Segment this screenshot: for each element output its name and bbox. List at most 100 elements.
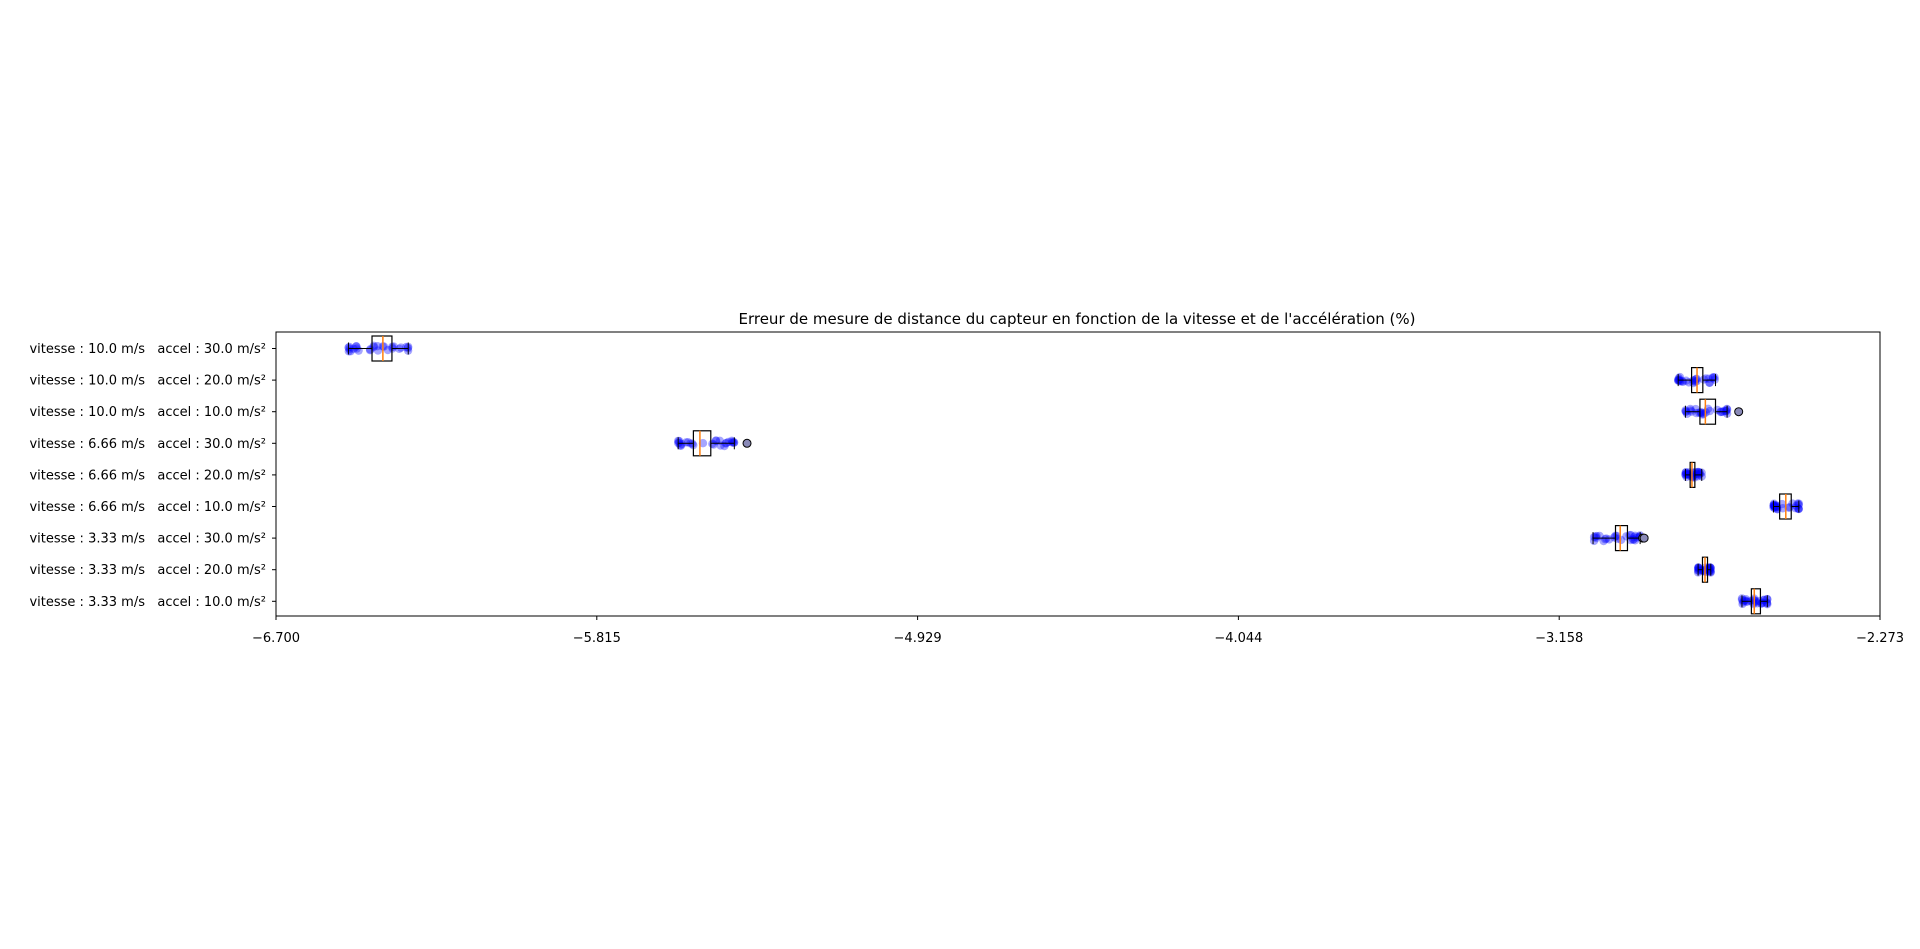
data-point	[1699, 375, 1709, 384]
data-point	[345, 342, 354, 352]
data-point	[1675, 376, 1684, 386]
y-tick-label: vitesse : 10.0 m/s accel : 10.0 m/s²	[29, 405, 266, 420]
data-point	[1691, 404, 1700, 414]
y-tick-label: vitesse : 6.66 m/s accel : 30.0 m/s²	[29, 437, 266, 452]
data-point	[1599, 536, 1608, 546]
data-point	[716, 441, 725, 450]
data-point	[373, 346, 383, 355]
data-point	[724, 437, 733, 447]
x-tick-label: −4.044	[1214, 631, 1262, 646]
data-point	[1759, 595, 1769, 604]
data-point	[1684, 468, 1694, 477]
data-point	[369, 342, 378, 352]
data-point	[1626, 530, 1635, 540]
data-point	[1678, 377, 1687, 386]
data-point	[396, 343, 406, 352]
x-tick-label: −4.929	[894, 631, 942, 646]
data-point	[1757, 599, 1766, 608]
data-point	[1793, 499, 1802, 508]
data-point	[681, 438, 691, 447]
data-point	[1629, 532, 1638, 542]
y-tick-label: vitesse : 3.33 m/s accel : 30.0 m/s²	[29, 532, 266, 547]
data-point	[1682, 469, 1691, 479]
box	[1699, 398, 1717, 425]
data-point	[1759, 596, 1768, 605]
data-point	[1681, 376, 1691, 385]
x-tick-label: −3.158	[1535, 631, 1583, 646]
data-point	[1778, 504, 1787, 513]
data-point	[1675, 375, 1684, 384]
data-point	[1741, 596, 1750, 605]
box	[1750, 588, 1762, 615]
data-point	[1755, 596, 1764, 606]
data-point	[1770, 503, 1779, 513]
data-point	[1788, 499, 1797, 508]
data-point	[1692, 408, 1701, 418]
data-point	[1710, 373, 1719, 382]
data-point	[1601, 535, 1610, 544]
data-point	[1720, 406, 1729, 415]
data-point	[1629, 535, 1638, 544]
data-point	[1772, 503, 1782, 512]
data-point	[1772, 501, 1781, 511]
data-point	[1705, 406, 1715, 416]
data-point	[720, 441, 729, 451]
data-point	[1738, 597, 1748, 607]
outlier-point	[1639, 533, 1649, 543]
data-point	[1686, 406, 1695, 415]
x-tick-label: −5.815	[573, 631, 621, 646]
data-point	[354, 346, 363, 355]
y-tick-label: vitesse : 6.66 m/s accel : 20.0 m/s²	[29, 468, 266, 483]
y-tick-label: vitesse : 3.33 m/s accel : 20.0 m/s²	[29, 563, 266, 578]
x-tick-label: −2.273	[1856, 631, 1904, 646]
data-point	[728, 437, 737, 446]
data-point	[1694, 467, 1704, 477]
outlier-point	[742, 438, 752, 448]
data-point	[345, 344, 354, 354]
data-point	[1769, 501, 1779, 510]
data-point	[1694, 566, 1703, 575]
plot-frame	[275, 331, 1881, 617]
y-tick-label: vitesse : 10.0 m/s accel : 20.0 m/s²	[29, 374, 266, 389]
data-point	[711, 436, 721, 445]
data-point	[383, 345, 393, 355]
data-point	[677, 439, 686, 449]
data-point	[1704, 374, 1713, 383]
data-point	[683, 438, 693, 447]
data-point	[1629, 535, 1638, 544]
data-point	[1769, 499, 1779, 508]
data-point	[1589, 536, 1599, 546]
outlier-point	[1734, 407, 1744, 417]
data-point	[1691, 375, 1701, 384]
data-point	[1772, 502, 1781, 512]
data-point	[1693, 467, 1703, 477]
data-point	[1610, 533, 1619, 542]
data-point	[373, 341, 382, 351]
data-point	[1769, 500, 1779, 510]
y-tick-label: vitesse : 6.66 m/s accel : 10.0 m/s²	[29, 500, 266, 515]
data-point	[1696, 407, 1706, 417]
data-point	[1721, 406, 1731, 416]
data-point	[1604, 535, 1614, 544]
data-point	[1753, 599, 1762, 608]
data-point	[1589, 532, 1599, 542]
data-point	[698, 438, 708, 448]
data-point	[1697, 566, 1706, 575]
data-point	[1705, 378, 1714, 388]
data-point	[709, 440, 718, 449]
data-point	[1696, 408, 1706, 418]
data-point	[708, 439, 717, 449]
data-point	[1694, 408, 1704, 417]
box	[371, 335, 393, 362]
chart-title: Erreur de mesure de distance du capteur …	[738, 310, 1415, 328]
y-tick-label: vitesse : 10.0 m/s accel : 30.0 m/s²	[29, 342, 266, 357]
box	[692, 430, 712, 457]
data-point	[1686, 404, 1695, 414]
y-tick-label: vitesse : 3.33 m/s accel : 10.0 m/s²	[29, 595, 266, 610]
data-point	[1699, 566, 1709, 575]
data-point	[1693, 472, 1702, 481]
data-point	[1616, 535, 1626, 545]
data-point	[379, 342, 389, 351]
data-point	[1722, 406, 1731, 416]
